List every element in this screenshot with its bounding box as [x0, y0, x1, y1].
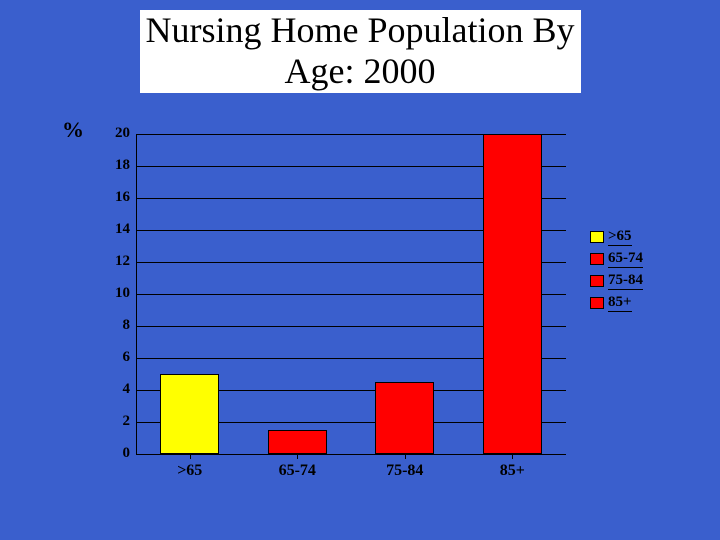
bar	[268, 430, 327, 454]
y-axis-label: %	[62, 117, 84, 143]
legend-item: 85+	[590, 292, 643, 314]
legend-swatch	[590, 297, 604, 309]
page-title: Nursing Home Population ByAge: 2000	[0, 10, 720, 93]
bar	[483, 134, 542, 454]
slide: Nursing Home Population ByAge: 2000 % 02…	[0, 0, 720, 540]
y-tick-label: 14	[100, 221, 130, 238]
x-tick	[297, 454, 298, 459]
bar	[160, 374, 219, 454]
page-title-text: Nursing Home Population ByAge: 2000	[140, 10, 581, 93]
legend-label: 65-74	[608, 250, 643, 268]
x-tick	[190, 454, 191, 459]
x-tick	[405, 454, 406, 459]
y-tick-label: 2	[100, 413, 130, 430]
y-axis-line	[136, 134, 137, 454]
legend-item: 75-84	[590, 270, 643, 292]
legend-label: 85+	[608, 294, 632, 312]
y-tick-label: 4	[100, 381, 130, 398]
chart-plot-area: 02468101214161820>6565-7475-8485+	[136, 134, 566, 454]
x-category-label: >65	[136, 462, 244, 480]
legend-swatch	[590, 275, 604, 287]
x-axis-line	[136, 454, 566, 455]
legend-label: >65	[608, 228, 632, 246]
legend-label: 75-84	[608, 272, 643, 290]
x-tick	[512, 454, 513, 459]
x-category-label: 65-74	[244, 462, 352, 480]
legend-item: 65-74	[590, 248, 643, 270]
y-tick-label: 10	[100, 285, 130, 302]
bar	[375, 382, 434, 454]
x-category-label: 75-84	[351, 462, 459, 480]
x-category-label: 85+	[459, 462, 567, 480]
y-tick-label: 8	[100, 317, 130, 334]
legend-item: >65	[590, 226, 643, 248]
y-tick-label: 20	[100, 125, 130, 142]
y-tick-label: 18	[100, 157, 130, 174]
y-tick-label: 12	[100, 253, 130, 270]
legend-swatch	[590, 253, 604, 265]
y-tick-label: 16	[100, 189, 130, 206]
y-tick-label: 6	[100, 349, 130, 366]
legend: >65 65-74 75-84 85+	[590, 226, 643, 314]
legend-swatch	[590, 231, 604, 243]
y-tick-label: 0	[100, 445, 130, 462]
